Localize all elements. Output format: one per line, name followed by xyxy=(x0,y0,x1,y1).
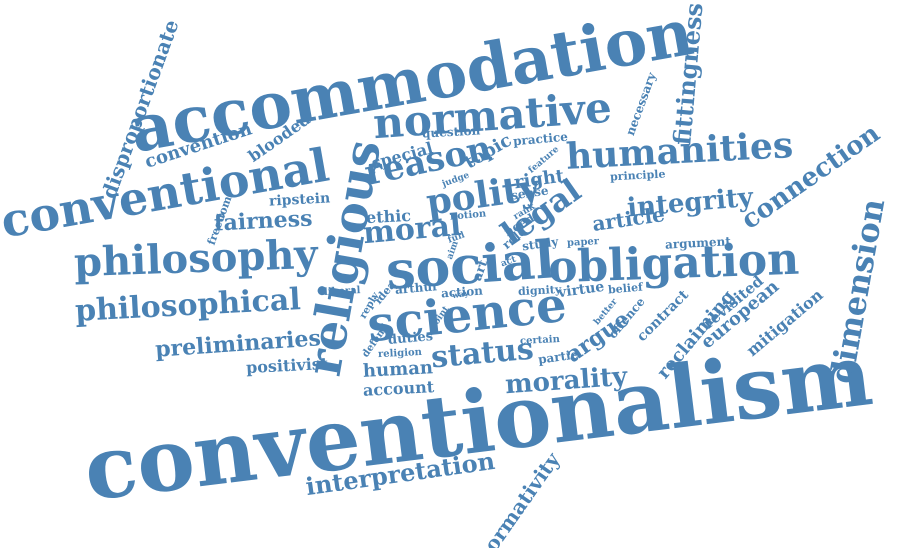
word-dimension: dimension xyxy=(821,195,892,387)
word-positivist: positivist xyxy=(245,353,329,378)
word-liberal: liberal xyxy=(323,285,361,298)
word-way: way xyxy=(450,287,469,301)
word-belief: belief xyxy=(606,280,643,296)
word-status: status xyxy=(429,331,535,376)
word-article: article xyxy=(590,202,666,236)
word-duties: duties xyxy=(386,328,434,348)
word-principle: principle xyxy=(609,167,666,183)
word-practice: practice xyxy=(511,129,568,149)
word-philosophy: philosophy xyxy=(73,230,319,287)
word-notion: notion xyxy=(449,208,487,223)
word-ripstein: ripstein xyxy=(268,190,331,210)
word-argument: argument xyxy=(664,234,732,252)
word-certain: certain xyxy=(519,333,561,348)
word-account: account xyxy=(362,377,435,400)
word-philosophical: philosophical xyxy=(74,282,302,329)
word-arthur: arthur xyxy=(393,279,439,297)
word-question: question xyxy=(421,123,481,141)
word-paper: paper xyxy=(566,236,600,249)
word-dignity: dignity xyxy=(517,282,562,298)
word-ethic: ethic xyxy=(365,205,411,228)
